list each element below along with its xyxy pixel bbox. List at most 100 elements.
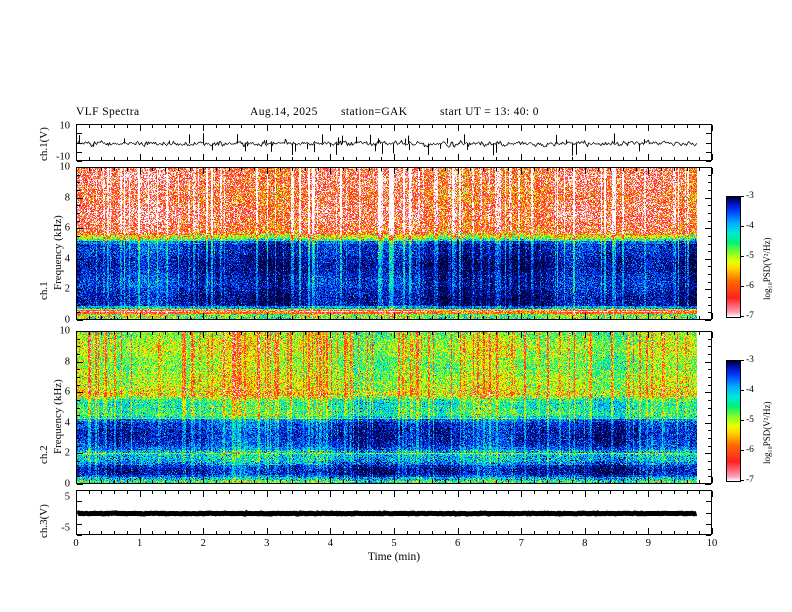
axis-tick bbox=[77, 476, 80, 478]
axis-tick bbox=[406, 491, 408, 494]
axis-tick bbox=[521, 154, 523, 160]
axis-tick bbox=[610, 316, 612, 319]
axis-tick bbox=[279, 168, 281, 171]
axis-tick bbox=[661, 491, 663, 494]
axis-tick bbox=[77, 189, 80, 191]
axis-tick bbox=[215, 316, 217, 319]
axis-tick bbox=[77, 392, 83, 394]
axis-tick bbox=[77, 243, 80, 245]
axis-tick bbox=[381, 168, 383, 171]
axis-tick bbox=[546, 332, 548, 335]
axis-tick bbox=[152, 316, 154, 319]
axis-tick bbox=[419, 157, 421, 160]
axis-tick bbox=[368, 480, 370, 483]
axis-tick bbox=[699, 531, 701, 534]
axis-tick bbox=[705, 167, 711, 168]
axis-tick bbox=[419, 531, 421, 534]
axis-tick bbox=[635, 157, 637, 160]
axis-tick bbox=[533, 491, 535, 494]
axis-tick bbox=[444, 531, 446, 534]
axis-tick bbox=[77, 297, 80, 299]
axis-tick bbox=[495, 125, 497, 128]
axis-tick bbox=[686, 316, 688, 319]
axis-tick bbox=[406, 157, 408, 160]
axis-tick bbox=[394, 528, 395, 534]
axis-tick bbox=[546, 316, 548, 319]
axis-tick bbox=[101, 316, 103, 319]
axis-tick bbox=[661, 125, 663, 128]
ytick-ch3v-pos: 5 bbox=[64, 491, 70, 503]
axis-tick bbox=[406, 125, 408, 128]
axis-tick bbox=[495, 316, 497, 319]
axis-tick bbox=[508, 332, 510, 335]
axis-tick bbox=[368, 316, 370, 319]
axis-tick bbox=[508, 168, 510, 171]
axis-tick bbox=[266, 154, 268, 160]
axis-tick bbox=[77, 167, 83, 168]
axis-tick bbox=[708, 174, 711, 176]
axis-tick bbox=[77, 361, 83, 363]
axis-tick bbox=[673, 316, 675, 319]
axis-tick bbox=[686, 332, 688, 335]
axis-tick bbox=[597, 157, 599, 160]
axis-tick bbox=[254, 480, 256, 483]
axis-tick bbox=[304, 316, 306, 319]
axis-tick bbox=[304, 480, 306, 483]
axis-tick bbox=[394, 168, 395, 174]
axis-tick bbox=[533, 157, 535, 160]
axis-tick bbox=[203, 491, 205, 497]
axis-tick bbox=[610, 480, 612, 483]
axis-tick bbox=[101, 168, 103, 171]
axis-tick bbox=[483, 168, 485, 171]
axis-tick bbox=[708, 243, 711, 245]
axis-tick bbox=[126, 157, 128, 160]
axis-tick bbox=[706, 501, 711, 503]
axis-tick bbox=[101, 531, 103, 534]
axis-tick bbox=[495, 531, 497, 534]
axis-tick bbox=[368, 491, 370, 494]
axis-tick bbox=[705, 331, 711, 332]
xtick-4: 4 bbox=[327, 538, 334, 549]
axis-tick bbox=[77, 445, 80, 447]
axis-tick bbox=[470, 316, 472, 319]
axis-tick bbox=[77, 228, 83, 230]
axis-tick bbox=[706, 142, 711, 144]
axis-tick bbox=[584, 154, 586, 160]
axis-tick bbox=[635, 332, 637, 335]
axis-tick bbox=[343, 480, 345, 483]
start-ut-label: start UT = 13: 40: 0 bbox=[440, 106, 539, 118]
axis-tick bbox=[610, 168, 612, 171]
axis-tick bbox=[546, 480, 548, 483]
axis-tick bbox=[77, 422, 83, 424]
axis-tick bbox=[712, 477, 713, 483]
axis-tick bbox=[610, 157, 612, 160]
axis-tick bbox=[152, 332, 154, 335]
axis-tick bbox=[381, 491, 383, 494]
axis-tick bbox=[77, 453, 83, 455]
axis-tick bbox=[559, 168, 561, 171]
axis-tick bbox=[572, 168, 574, 171]
axis-tick bbox=[381, 316, 383, 319]
axis-tick bbox=[76, 491, 77, 497]
axis-tick bbox=[708, 384, 711, 386]
axis-tick bbox=[648, 332, 650, 338]
axis-tick bbox=[126, 168, 128, 171]
axis-tick bbox=[228, 316, 230, 319]
axis-tick bbox=[483, 491, 485, 494]
axis-tick bbox=[304, 491, 306, 494]
colorbar-ch1 bbox=[726, 196, 741, 318]
axis-tick bbox=[705, 392, 711, 394]
axis-tick bbox=[368, 168, 370, 171]
axis-tick bbox=[77, 331, 83, 332]
axis-tick bbox=[215, 491, 217, 494]
axis-tick bbox=[470, 332, 472, 335]
axis-tick bbox=[521, 332, 523, 338]
axis-tick bbox=[165, 332, 167, 335]
axis-tick bbox=[330, 154, 332, 160]
colorbar-tick bbox=[740, 316, 744, 317]
axis-tick bbox=[190, 531, 192, 534]
axis-tick bbox=[177, 491, 179, 494]
axis-tick bbox=[559, 480, 561, 483]
axis-tick bbox=[77, 197, 83, 199]
